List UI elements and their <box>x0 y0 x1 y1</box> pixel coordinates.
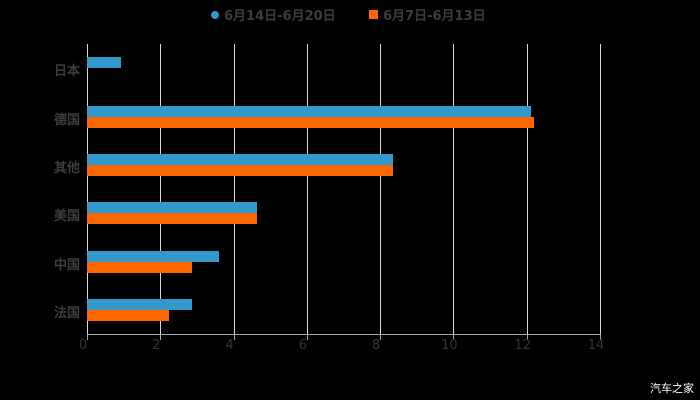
chart-legend: 6月14日-6月20日 6月7日-6月13日 <box>0 5 700 24</box>
bar-1[interactable] <box>87 298 193 310</box>
gridline <box>600 44 601 334</box>
x-tick-label: 8 <box>372 338 381 353</box>
gridline <box>306 44 308 334</box>
bar-2[interactable] <box>87 309 170 321</box>
legend-item-series-2[interactable]: 6月7日-6月13日 <box>369 5 486 24</box>
category-label: 日本 <box>53 64 80 80</box>
bar-2[interactable] <box>87 164 394 176</box>
x-tick <box>600 334 601 340</box>
x-tick <box>453 334 455 340</box>
gridline <box>380 44 382 334</box>
category-label: 美国 <box>53 209 80 225</box>
legend-square-icon <box>369 10 378 19</box>
x-tick <box>160 334 162 340</box>
x-axis-line <box>87 334 600 335</box>
bar-2[interactable] <box>87 116 535 128</box>
x-tick <box>526 334 528 340</box>
bar-1[interactable] <box>87 153 394 165</box>
bar-1[interactable] <box>87 57 122 69</box>
x-tick <box>233 334 235 340</box>
bar-2[interactable] <box>87 261 193 273</box>
bar-1[interactable] <box>87 202 258 214</box>
legend-label-series-2: 6月7日-6月13日 <box>383 9 486 24</box>
category-label: 法国 <box>53 305 80 321</box>
x-tick-label: 2 <box>152 338 161 353</box>
bar-1[interactable] <box>87 250 219 262</box>
x-tick-label: 12 <box>514 338 531 353</box>
bar-2[interactable] <box>87 213 258 225</box>
legend-item-series-1[interactable]: 6月14日-6月20日 <box>211 5 336 24</box>
category-label: 德国 <box>53 112 80 128</box>
x-tick <box>380 334 382 340</box>
gridline <box>526 44 528 334</box>
gridline <box>453 44 455 334</box>
gridline <box>160 44 162 334</box>
x-tick-label: 10 <box>441 338 458 353</box>
x-tick-label: 4 <box>225 338 234 353</box>
watermark: 汽车之家 <box>650 382 694 395</box>
x-tick-label: 0 <box>78 338 88 353</box>
category-label: 其他 <box>53 160 80 176</box>
x-tick-label: 6 <box>298 338 307 353</box>
plot-area <box>87 44 601 334</box>
category-label: 中国 <box>53 257 80 273</box>
legend-label-series-1: 6月14日-6月20日 <box>224 9 336 24</box>
x-tick <box>306 334 308 340</box>
x-tick <box>87 334 88 340</box>
x-tick-label: 14 <box>587 338 605 353</box>
legend-circle-icon <box>211 10 219 19</box>
bar-1[interactable] <box>87 105 532 117</box>
gridline <box>233 44 235 334</box>
gridline <box>87 44 88 334</box>
